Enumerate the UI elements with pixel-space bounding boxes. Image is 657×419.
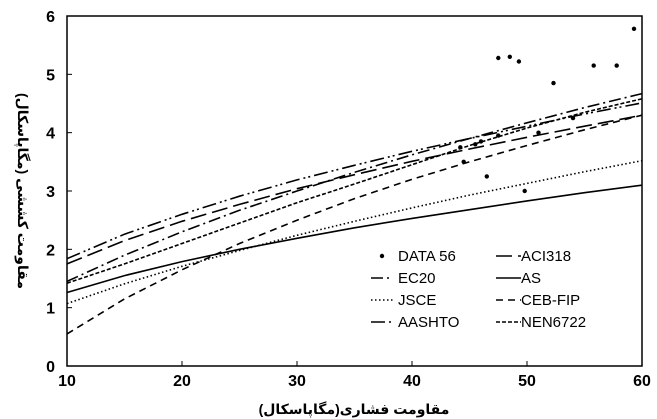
y-tick-label: 4 xyxy=(46,126,55,143)
legend-label-aci318: ACI318 xyxy=(521,248,571,265)
y-tick-label: 0 xyxy=(46,359,55,376)
legend-symbol-data-56 xyxy=(379,253,385,259)
series-line-nen6722 xyxy=(66,98,643,284)
y-axis-ticks: 0 1 2 3 4 5 6 xyxy=(46,9,72,376)
legend-label-data-56: DATA 56 xyxy=(398,248,456,265)
data-point xyxy=(614,63,619,68)
series-line-ec20 xyxy=(66,92,643,283)
legend: DATA 56 ACI318 EC20 AS JSCE CEB-FIP AASHTO NEN6… xyxy=(371,248,586,331)
x-tick-label: 20 xyxy=(173,373,191,390)
x-tick-label: 30 xyxy=(288,373,306,390)
data-point xyxy=(496,133,501,138)
series-layer xyxy=(66,92,643,335)
y-tick-label: 1 xyxy=(46,301,55,318)
data-point xyxy=(570,115,576,121)
x-tick-label: 40 xyxy=(403,373,421,390)
data-point xyxy=(458,145,463,150)
x-axis-ticks: 10 20 30 40 50 60 xyxy=(58,361,651,390)
series-line-ceb-fip xyxy=(66,114,643,335)
data-point xyxy=(484,174,489,179)
legend-label-aashto: AASHTO xyxy=(398,314,459,331)
legend-label-ceb-fip: CEB-FIP xyxy=(521,292,580,309)
data-point xyxy=(461,159,466,164)
data-point xyxy=(473,142,478,147)
data-point xyxy=(551,80,556,86)
x-tick-label: 60 xyxy=(633,373,651,390)
data-point xyxy=(522,188,527,194)
series-line-jsce xyxy=(66,159,643,305)
data-points-layer xyxy=(458,26,637,194)
series-line-as xyxy=(66,184,643,294)
data-point xyxy=(478,139,484,144)
legend-label-ec20: EC20 xyxy=(398,270,436,287)
x-axis-title: مقاومت فشاری(مگاپاسکال) xyxy=(259,401,450,418)
y-tick-label: 3 xyxy=(46,184,55,201)
x-tick-label: 50 xyxy=(518,373,536,390)
data-point xyxy=(496,55,501,61)
data-point xyxy=(516,59,522,64)
data-point xyxy=(591,63,596,68)
legend-label-nen6722: NEN6722 xyxy=(521,314,586,331)
y-tick-label: 5 xyxy=(46,67,55,84)
legend-label-as: AS xyxy=(521,270,541,287)
y-tick-label: 2 xyxy=(46,242,55,259)
data-point xyxy=(631,26,637,31)
data-point xyxy=(507,54,512,59)
legend-label-jsce: JSCE xyxy=(398,292,436,309)
data-point xyxy=(536,130,541,135)
y-tick-label: 6 xyxy=(46,9,55,26)
y-axis-title: مقاومت کششی (مگاپاسکال) xyxy=(14,93,31,289)
series-line-aci318 xyxy=(66,114,643,265)
x-tick-label: 10 xyxy=(58,373,76,390)
